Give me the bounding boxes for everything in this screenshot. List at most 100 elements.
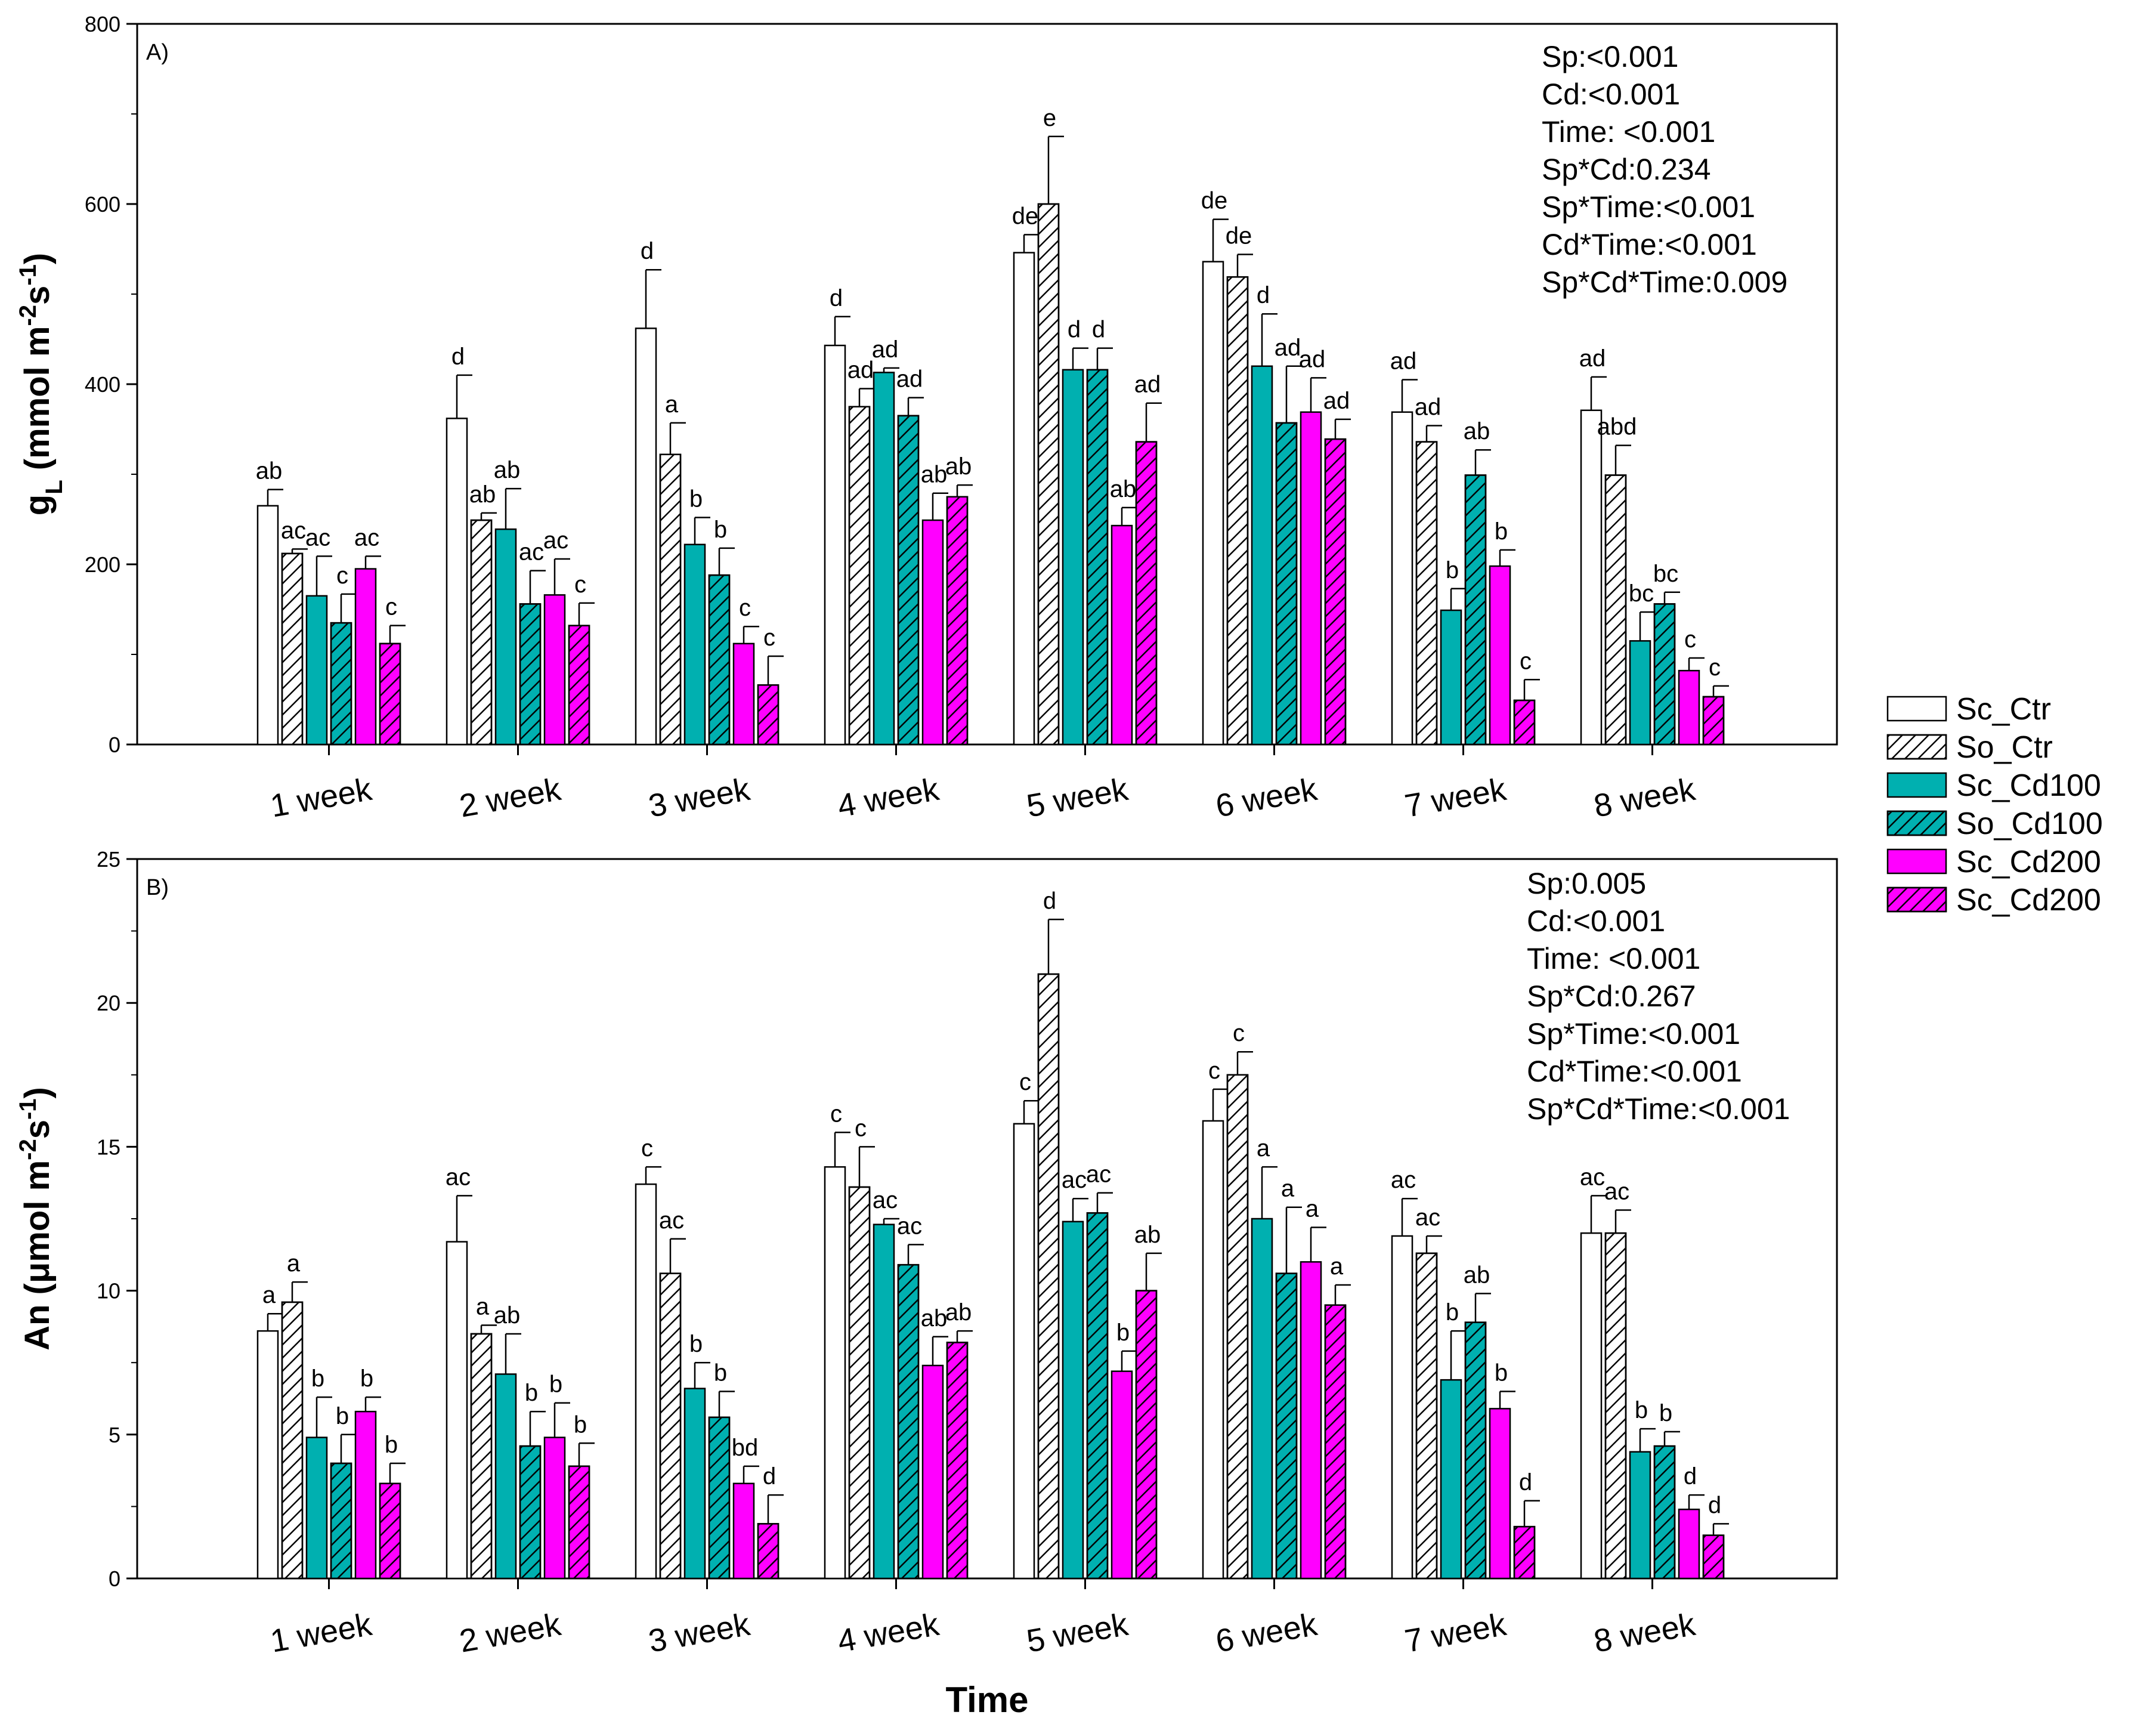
stat-line: Sp*Cd*Time:<0.001: [1527, 1092, 1790, 1126]
significance-label: b: [549, 1371, 562, 1398]
significance-label: b: [689, 486, 703, 512]
bar: [1580, 1232, 1603, 1580]
significance-label: ab: [1464, 1262, 1490, 1288]
legend-swatch-hatch: [1886, 734, 1947, 760]
bar-hatch: [1702, 1534, 1725, 1580]
bar: [1202, 1120, 1224, 1580]
significance-label: ac: [354, 524, 379, 551]
legend-label: Sc_Cd200: [1956, 845, 2101, 879]
bar: [494, 528, 517, 746]
significance-label: b: [311, 1365, 324, 1392]
bar-hatch: [1226, 1074, 1249, 1580]
stat-line: Sp:<0.001: [1542, 40, 1678, 73]
bar-hatch: [330, 1462, 352, 1580]
bar-hatch: [757, 1523, 779, 1580]
x-tick-label: 8 week: [1591, 1606, 1699, 1660]
bar: [1580, 409, 1603, 746]
stat-line: Sp:0.005: [1527, 867, 1646, 900]
bar-hatch: [568, 1465, 590, 1580]
bar: [1678, 669, 1700, 746]
significance-label: ac: [1580, 1164, 1605, 1190]
bar: [543, 594, 566, 746]
legend-swatch-hatch: [1886, 886, 1947, 913]
legend-label: So_Ctr: [1956, 730, 2053, 765]
bar-hatch: [1513, 1525, 1536, 1580]
panel-b-x-tick-labels: 1 week 2 week 3 week 4 week 5 week 6 week 7 we…: [268, 1578, 1699, 1660]
bar: [732, 642, 755, 746]
bar-hatch: [281, 552, 304, 746]
significance-label: d: [830, 285, 843, 311]
y-tick-label: 800: [85, 12, 120, 36]
panel-b-label: B): [146, 875, 169, 900]
panel-a-stats: Sp:<0.001 Cd:<0.001 Time: <0.001 Sp*Cd:0.23…: [1542, 40, 1787, 299]
bar-hatch: [1415, 1252, 1438, 1580]
bar: [683, 1388, 706, 1580]
bar-hatch: [1604, 474, 1627, 746]
bar-hatch: [1415, 441, 1438, 746]
significance-label: c: [1709, 654, 1721, 681]
stat-line: Sp*Cd:0.234: [1542, 153, 1711, 186]
x-tick-label: 1 week: [268, 1606, 375, 1660]
legend-label: Sc_Ctr: [1956, 692, 2051, 727]
significance-label: ab: [1134, 1222, 1161, 1248]
bar-hatch: [1275, 422, 1298, 746]
significance-label: ac: [873, 1187, 898, 1213]
x-tick-label: 7 week: [1402, 1606, 1509, 1660]
bar-hatch: [1653, 603, 1676, 746]
stat-line: Sp*Cd*Time:0.009: [1542, 265, 1787, 299]
y-tick-label: 5: [109, 1423, 120, 1447]
bar: [683, 543, 706, 746]
significance-label: c: [641, 1135, 653, 1161]
bar-hatch: [659, 1272, 682, 1580]
bar-hatch: [379, 1482, 401, 1580]
significance-label: c: [336, 563, 348, 589]
significance-label: c: [855, 1115, 867, 1141]
x-tick-label: 6 week: [1213, 1606, 1320, 1660]
significance-label: ac: [519, 539, 544, 566]
bar: [1300, 411, 1322, 746]
significance-label: ac: [281, 517, 306, 543]
bar: [1062, 369, 1084, 746]
bar-hatch: [897, 1263, 920, 1580]
significance-label: ab: [945, 1299, 972, 1326]
bar: [305, 595, 328, 746]
legend-swatch: [1886, 848, 1947, 875]
significance-label: b: [360, 1365, 373, 1392]
panel-b-y-axis-title: An (μmol m-2s-1): [15, 1087, 57, 1351]
significance-label: ab: [494, 457, 521, 483]
bar-hatch: [1464, 1321, 1487, 1580]
significance-label: ac: [543, 527, 568, 554]
y-tick-label: 600: [85, 192, 120, 217]
significance-label: b: [689, 1331, 703, 1357]
stat-line: Sp*Time:<0.001: [1542, 190, 1755, 224]
significance-label: d: [763, 1463, 776, 1490]
significance-label: de: [1201, 188, 1228, 214]
significance-label: b: [1495, 518, 1508, 545]
bar-hatch: [379, 642, 401, 746]
bar-hatch: [708, 1416, 731, 1580]
legend-swatch: [1886, 696, 1947, 722]
significance-label: ab: [921, 1305, 948, 1331]
significance-label: a: [1281, 1176, 1295, 1202]
bar: [1391, 411, 1413, 746]
significance-label: bc: [1653, 561, 1678, 587]
significance-label: a: [287, 1250, 301, 1277]
y-tick-label: 0: [109, 733, 120, 757]
bar-hatch: [1135, 441, 1158, 746]
stat-line: Cd*Time:<0.001: [1527, 1055, 1742, 1088]
significance-label: a: [476, 1293, 490, 1320]
significance-label: ac: [1604, 1179, 1629, 1205]
bar-hatch: [519, 1445, 542, 1580]
bar-hatch: [519, 603, 542, 746]
significance-label: ac: [659, 1207, 684, 1234]
bar: [256, 1330, 279, 1580]
y-tick-label: 400: [85, 372, 120, 397]
x-tick-label: 2 week: [457, 1606, 564, 1660]
bar: [446, 1241, 468, 1580]
significance-label: d: [1068, 317, 1081, 343]
significance-label: c: [739, 595, 751, 621]
significance-label: c: [1208, 1058, 1220, 1084]
